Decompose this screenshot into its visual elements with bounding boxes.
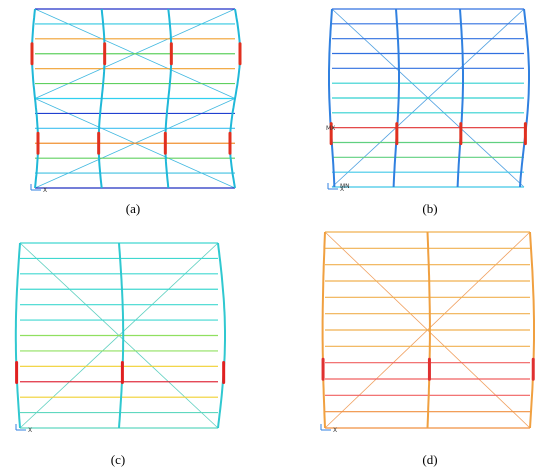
column bbox=[217, 242, 226, 429]
min-label: MN bbox=[340, 183, 350, 190]
axis-label: X bbox=[28, 427, 32, 434]
axis-label: X bbox=[43, 187, 47, 194]
axis-label: X bbox=[333, 427, 337, 434]
frame-panel: X MX MN bbox=[326, 8, 530, 193]
column bbox=[392, 8, 400, 188]
column bbox=[31, 8, 39, 189]
frame-panel: X bbox=[30, 8, 242, 194]
frame-panel: X bbox=[14, 242, 226, 434]
column bbox=[426, 231, 431, 429]
column bbox=[456, 8, 464, 188]
column bbox=[328, 8, 336, 188]
column bbox=[97, 8, 106, 189]
column bbox=[118, 242, 125, 429]
caption: (c) bbox=[111, 452, 125, 467]
caption: (a) bbox=[126, 201, 140, 216]
column bbox=[228, 8, 242, 189]
caption: (d) bbox=[422, 452, 437, 467]
axis-label: X bbox=[340, 186, 344, 193]
frame-panel: X bbox=[320, 231, 535, 434]
column bbox=[14, 242, 21, 429]
max-label: MX bbox=[326, 125, 335, 132]
column bbox=[164, 8, 173, 189]
column bbox=[529, 231, 535, 429]
column bbox=[519, 8, 530, 188]
caption: (b) bbox=[422, 201, 437, 216]
column bbox=[321, 231, 326, 429]
